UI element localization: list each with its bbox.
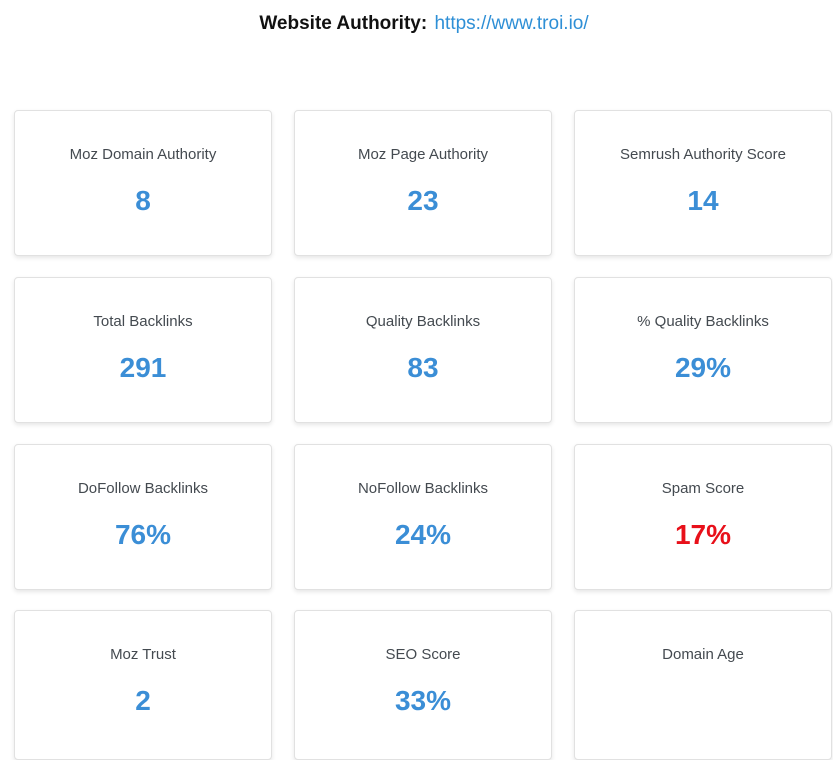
metric-value: 24% (394, 519, 452, 550)
metric-label: Total Backlinks (93, 313, 193, 330)
metric-label: NoFollow Backlinks (357, 480, 489, 497)
metric-label: Moz Page Authority (357, 146, 489, 163)
metric-card-moz-trust: Moz Trust 2 (14, 610, 272, 760)
metric-value: 2 (135, 685, 151, 716)
metric-card-semrush-authority-score: Semrush Authority Score 14 (574, 110, 832, 256)
metric-label: Moz Domain Authority (69, 146, 217, 163)
website-authority-label: Website Authority: (259, 13, 428, 34)
metric-label: Domain Age (662, 646, 744, 663)
metric-label: Quality Backlinks (365, 313, 481, 330)
metric-card-seo-score: SEO Score 33% (294, 610, 552, 760)
metric-value: 23 (407, 185, 439, 216)
metric-card-domain-age: Domain Age (574, 610, 832, 760)
metric-card-total-backlinks: Total Backlinks 291 (14, 277, 272, 423)
metric-label: Semrush Authority Score (620, 146, 786, 163)
metric-value: 83 (407, 352, 439, 383)
page-header: Website Authority: https://www.troi.io/ (0, 10, 833, 38)
metric-label: SEO Score (385, 646, 461, 663)
metric-value: 8 (135, 185, 151, 216)
metric-value-alert: 17% (674, 519, 732, 550)
metric-label: Spam Score (661, 480, 745, 497)
metric-card-dofollow-backlinks: DoFollow Backlinks 76% (14, 444, 272, 590)
metric-card-percent-quality-backlinks: % Quality Backlinks 29% (574, 277, 832, 423)
metric-value: 14 (687, 185, 719, 216)
metric-card-moz-page-authority: Moz Page Authority 23 (294, 110, 552, 256)
metric-value: 29% (674, 352, 732, 383)
metric-value: 76% (114, 519, 172, 550)
metric-label: Moz Trust (110, 646, 176, 663)
metric-value: 33% (394, 685, 452, 716)
metric-label: DoFollow Backlinks (77, 480, 209, 497)
metric-card-quality-backlinks: Quality Backlinks 83 (294, 277, 552, 423)
metric-card-moz-domain-authority: Moz Domain Authority 8 (14, 110, 272, 256)
website-url-link[interactable]: https://www.troi.io/ (434, 13, 589, 34)
metric-value: 291 (119, 352, 167, 383)
metric-card-spam-score: Spam Score 17% (574, 444, 832, 590)
metric-card-nofollow-backlinks: NoFollow Backlinks 24% (294, 444, 552, 590)
metric-label: % Quality Backlinks (637, 313, 769, 330)
